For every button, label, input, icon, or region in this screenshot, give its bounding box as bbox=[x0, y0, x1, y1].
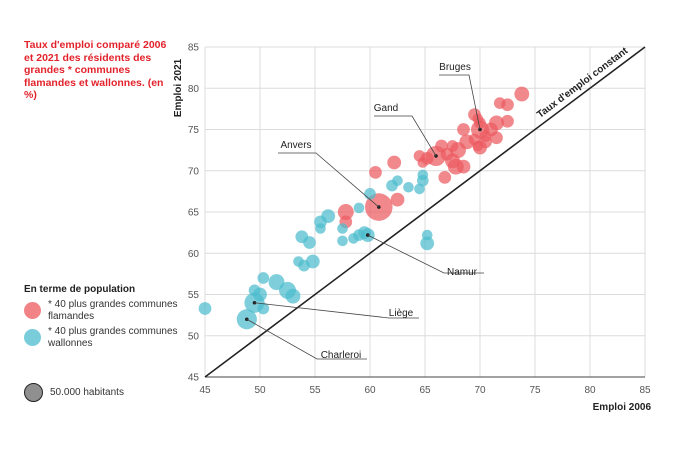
data-points bbox=[198, 86, 530, 330]
walloon-point bbox=[420, 236, 435, 251]
flemish-point bbox=[473, 140, 487, 155]
walloon-point bbox=[403, 181, 414, 193]
flemish-point bbox=[457, 123, 470, 136]
flemish-point bbox=[447, 158, 464, 175]
flemish-point bbox=[390, 192, 405, 207]
annotation-label: Liège bbox=[389, 308, 414, 319]
legend: En terme de population * 40 plus grandes… bbox=[24, 284, 184, 353]
flemish-point bbox=[417, 157, 429, 168]
flemish-point bbox=[337, 204, 354, 220]
x-tick-label: 75 bbox=[529, 385, 541, 396]
x-tick-label: 50 bbox=[254, 385, 266, 396]
x-axis-title: Emploi 2006 bbox=[593, 402, 652, 413]
size-reference-circle bbox=[24, 383, 43, 402]
y-tick-label: 85 bbox=[188, 43, 200, 54]
annotation-leader bbox=[367, 234, 484, 274]
walloon-swatch bbox=[24, 329, 41, 346]
walloon-point bbox=[315, 223, 326, 234]
annotation-leader bbox=[278, 152, 380, 208]
legend-title: En terme de population bbox=[24, 284, 136, 295]
y-tick-label: 75 bbox=[188, 125, 200, 136]
y-tick-label: 55 bbox=[188, 290, 200, 301]
annotation-leader bbox=[374, 115, 437, 157]
flemish-swatch bbox=[24, 302, 41, 319]
walloon-point bbox=[353, 202, 365, 214]
walloon-point bbox=[416, 174, 429, 187]
annotation-label: Gand bbox=[374, 103, 398, 114]
annotation-label: Bruges bbox=[439, 62, 471, 73]
x-tick-label: 80 bbox=[584, 385, 596, 396]
legend-label-walloon: * 40 plus grandes communes wallonnes bbox=[48, 326, 178, 349]
y-axis-title: Emploi 2021 bbox=[173, 58, 184, 117]
flemish-point bbox=[438, 170, 452, 184]
diagonal-label: Taux d'emploi constant bbox=[535, 45, 631, 121]
walloon-point bbox=[364, 188, 376, 200]
size-reference-label: 50.000 habitants bbox=[50, 387, 124, 398]
annotations: Bruges Gand Anvers Namur Liège Charleroi bbox=[245, 62, 484, 361]
annotation-leader bbox=[246, 318, 367, 360]
diagonal-line bbox=[204, 46, 646, 378]
walloon-point bbox=[337, 235, 348, 247]
legend-item-flemish: * 40 plus grandes communes flamandes bbox=[24, 299, 184, 322]
walloon-point bbox=[305, 254, 320, 269]
x-tick-label: 55 bbox=[309, 385, 321, 396]
y-tick-label: 45 bbox=[188, 373, 200, 384]
walloon-point bbox=[337, 223, 348, 234]
y-tick-label: 50 bbox=[188, 331, 200, 342]
annotation-label: Anvers bbox=[280, 140, 311, 151]
walloon-point bbox=[257, 272, 270, 284]
flemish-point bbox=[514, 86, 530, 102]
flemish-point bbox=[387, 155, 402, 170]
walloon-point bbox=[348, 233, 359, 244]
walloon-point bbox=[386, 179, 398, 192]
chart-title: Taux d'emploi comparé 2006 et 2021 des r… bbox=[24, 39, 167, 102]
y-tick-label: 60 bbox=[188, 249, 200, 260]
legend-label-flemish: * 40 plus grandes communes flamandes bbox=[48, 299, 178, 322]
x-tick-label: 85 bbox=[639, 385, 651, 396]
x-tick-label: 60 bbox=[364, 385, 376, 396]
flemish-point bbox=[369, 166, 382, 179]
walloon-point bbox=[285, 288, 301, 304]
annotation-label: Charleroi bbox=[321, 350, 362, 361]
flemish-point bbox=[490, 131, 503, 145]
flemish-point bbox=[501, 114, 514, 128]
walloon-point bbox=[414, 183, 425, 195]
annotation-leader bbox=[254, 302, 419, 319]
x-tick-label: 65 bbox=[419, 385, 431, 396]
y-tick-label: 70 bbox=[188, 166, 200, 177]
x-tick-label: 70 bbox=[474, 385, 486, 396]
annotation-label: Namur bbox=[447, 267, 478, 278]
y-tick-label: 65 bbox=[188, 208, 200, 219]
annotation-leader bbox=[439, 74, 481, 130]
y-tick-label: 80 bbox=[188, 84, 200, 95]
legend-item-walloon: * 40 plus grandes communes wallonnes bbox=[24, 326, 184, 349]
walloon-point bbox=[303, 236, 316, 249]
tick-labels: 45 50 55 60 65 70 75 80 85 45 50 55 60 65 70 75 80 85 bbox=[188, 43, 651, 397]
flemish-point bbox=[493, 97, 506, 109]
x-tick-label: 45 bbox=[199, 385, 211, 396]
walloon-point bbox=[198, 302, 212, 315]
